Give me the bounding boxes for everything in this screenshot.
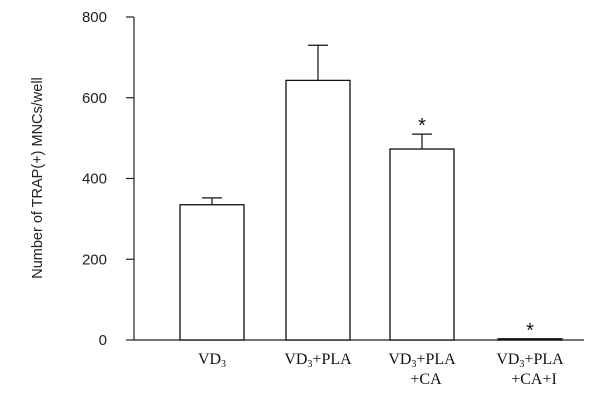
y-tick-label: 400 [82,171,107,188]
bar [285,79,351,341]
chart-labels: Number of TRAP(+) MNCs/well VD3 VD3+PLA * VD… [30,77,564,388]
y-tick-label: 0 [99,332,107,349]
y-tick-label: 200 [82,251,107,268]
bar [497,338,563,341]
x-category-label: VD3+PLA [496,351,564,370]
x-category-label: VD3 [198,351,226,370]
bar [389,148,455,341]
bar [179,204,245,341]
y-axis-label: Number of TRAP(+) MNCs/well [30,77,46,279]
significance-mark: * [418,115,426,137]
y-tick-label: 600 [82,90,107,107]
x-category-label: VD3+PLA [284,351,352,370]
x-category-label: VD3+PLA [388,351,456,370]
x-category-label-line2: +CA [410,371,442,388]
chart-bars [179,44,563,341]
significance-mark: * [526,320,534,342]
y-tick-label: 800 [82,9,107,26]
x-category-label-line2: +CA+I [511,371,557,388]
